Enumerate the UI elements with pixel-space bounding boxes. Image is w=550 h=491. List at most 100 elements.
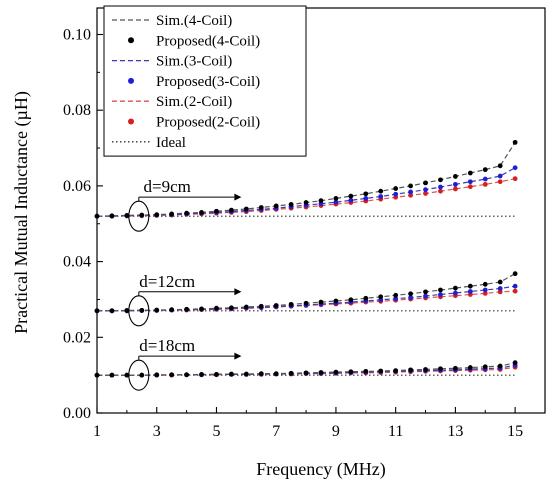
y-tick-label-2: 0.04 (63, 254, 91, 271)
point-3-coil-g1-24 (453, 290, 458, 296)
point-4-coil-g1-22 (423, 289, 428, 295)
point-4-coil-g1-16 (333, 298, 339, 304)
annotation-arrowhead-2 (234, 352, 242, 360)
legend-label-5: Proposed(2-Coil) (156, 115, 260, 131)
point-3-coil-g0-17 (348, 197, 354, 203)
legend-label-3: Proposed(3-Coil) (156, 74, 260, 90)
point-4-coil-g2-11 (258, 371, 264, 377)
point-4-coil-g1-26 (482, 281, 488, 287)
point-4-coil-g0-13 (288, 202, 294, 207)
point-4-coil-g1-13 (288, 301, 294, 307)
point-3-coil-g1-28 (512, 283, 518, 289)
point-4-coil-g1-11 (258, 303, 264, 309)
point-4-coil-g1-17 (348, 297, 354, 303)
point-3-coil-g0-23 (438, 184, 443, 190)
annotation-label-0: d=9cm (144, 177, 191, 196)
legend-label-2: Sim.(3-Coil) (156, 54, 232, 70)
x-tick-label-0: 1 (93, 423, 101, 440)
point-4-coil-g1-27 (497, 279, 503, 285)
point-4-coil-g1-21 (408, 291, 413, 297)
point-3-coil-g0-19 (378, 194, 384, 199)
point-4-coil-g0-21 (408, 183, 413, 189)
point-4-coil-g0-19 (378, 188, 384, 194)
point-4-coil-g2-22 (423, 367, 428, 372)
legend: Sim.(4-Coil) Proposed(4-Coil) Sim.(3-Coil)… (103, 5, 307, 157)
y-tick-label-4: 0.08 (63, 102, 91, 119)
point-4-coil-g0-10 (243, 206, 249, 212)
point-3-coil-g1-21 (408, 295, 413, 300)
point-3-coil-g0-24 (453, 181, 458, 187)
point-4-coil-g2-18 (363, 368, 369, 374)
x-tick-label-5: 11 (388, 423, 403, 440)
y-tick-label-3: 0.06 (63, 178, 91, 195)
point-4-coil-g0-27 (497, 163, 503, 169)
point-4-coil-g2-3 (139, 372, 145, 378)
point-4-coil-g1-24 (453, 285, 458, 291)
point-4-coil-g1-28 (512, 271, 518, 277)
point-4-coil-g1-4 (154, 307, 160, 313)
plot-frame (96, 7, 546, 414)
point-2-coil-g1-27 (497, 289, 503, 295)
point-2-coil-g0-24 (453, 186, 458, 192)
point-3-coil-g1-23 (438, 292, 443, 297)
point-4-coil-g2-13 (288, 370, 294, 376)
point-4-coil-g1-2 (124, 308, 130, 313)
point-4-coil-g0-15 (318, 198, 324, 204)
point-4-coil-g0-26 (482, 167, 488, 173)
point-3-coil-g0-28 (512, 165, 518, 171)
point-4-coil-g0-14 (303, 200, 309, 205)
legend-label-6: Ideal (156, 135, 186, 151)
point-4-coil-g0-2 (124, 213, 130, 218)
point-4-coil-g1-12 (273, 303, 279, 308)
point-4-coil-g2-9 (229, 371, 234, 377)
point-4-coil-g0-1 (109, 213, 115, 219)
point-2-coil-g0-28 (512, 176, 518, 182)
point-3-coil-g1-22 (423, 293, 428, 299)
point-4-coil-g1-1 (109, 308, 115, 314)
annotation-arrowhead-0 (234, 193, 242, 201)
point-4-coil-g0-17 (348, 193, 354, 199)
measured-points-layer (94, 139, 518, 378)
point-3-coil-g0-18 (363, 195, 369, 201)
point-4-coil-g2-21 (408, 367, 413, 373)
point-4-coil-g2-19 (378, 368, 384, 374)
point-4-coil-g0-24 (453, 174, 458, 179)
legend-swatch-1 (128, 37, 134, 44)
y-tick-label-0: 0.00 (63, 405, 91, 422)
legend-swatch-3 (128, 77, 134, 84)
point-4-coil-g0-25 (467, 170, 473, 176)
legend-label-0: Sim.(4-Coil) (156, 13, 232, 29)
point-4-coil-g2-28 (512, 360, 518, 366)
x-tick-label-4: 9 (332, 423, 340, 440)
point-4-coil-g2-4 (154, 372, 160, 378)
point-3-coil-g1-25 (467, 289, 473, 294)
point-4-coil-g1-14 (303, 300, 309, 306)
point-4-coil-g0-22 (423, 180, 428, 186)
point-4-coil-g1-18 (363, 295, 369, 301)
point-2-coil-g0-22 (423, 191, 428, 196)
point-3-coil-g1-20 (393, 296, 399, 302)
point-4-coil-g1-19 (378, 294, 384, 300)
point-4-coil-g0-28 (512, 139, 518, 145)
point-2-coil-g0-27 (497, 179, 503, 185)
point-4-coil-g1-6 (184, 306, 190, 312)
point-4-coil-g1-20 (393, 292, 399, 298)
point-4-coil-g2-7 (199, 371, 204, 377)
point-4-coil-g0-20 (393, 186, 399, 191)
annotation-label-1: d=12cm (139, 272, 195, 291)
point-3-coil-g0-22 (423, 187, 428, 193)
point-2-coil-g0-25 (467, 184, 473, 190)
point-4-coil-g2-14 (303, 370, 309, 376)
point-4-coil-g0-5 (169, 211, 175, 217)
y-tick-label-5: 0.10 (63, 26, 91, 43)
point-2-coil-g0-23 (438, 188, 443, 194)
x-tick-label-3: 7 (272, 423, 280, 440)
point-4-coil-g0-6 (184, 210, 190, 216)
point-4-coil-g1-3 (139, 308, 145, 313)
point-4-coil-g1-5 (169, 307, 175, 313)
x-tick-label-6: 13 (447, 423, 463, 440)
point-4-coil-g2-12 (273, 371, 279, 377)
point-4-coil-g2-17 (348, 369, 354, 375)
